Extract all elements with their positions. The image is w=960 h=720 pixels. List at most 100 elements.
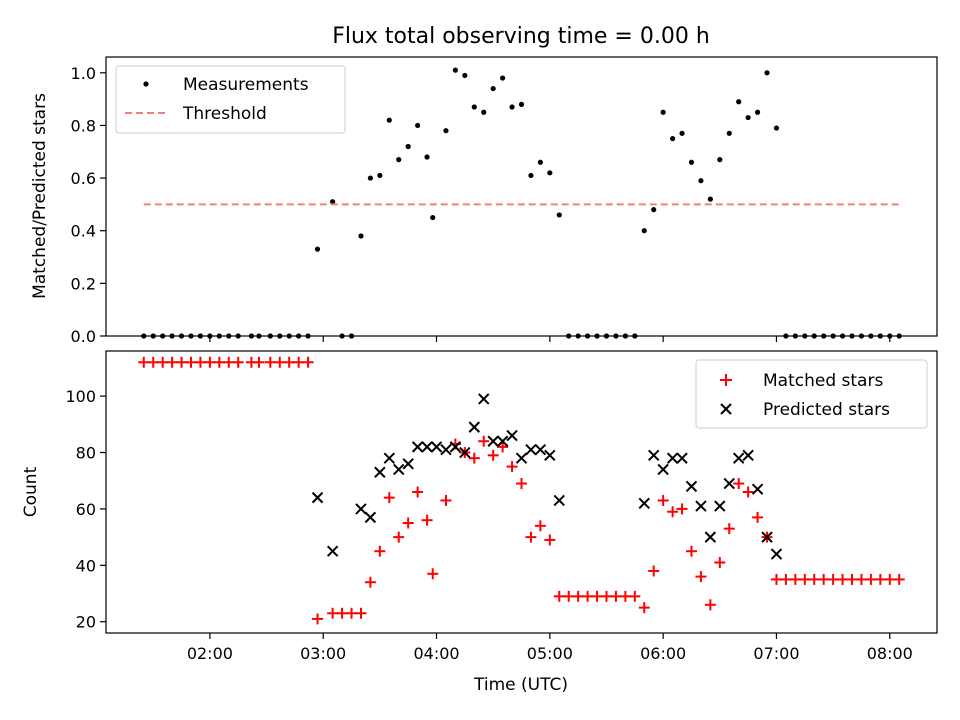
matched-stars-point [264, 356, 276, 368]
top-y-axis-label: Matched/Predicted stars [30, 93, 50, 299]
matched-stars-point [393, 531, 405, 543]
matched-stars-point [402, 517, 414, 529]
matched-stars-point [667, 506, 679, 518]
bottom-y-axis-label: Count [21, 466, 41, 517]
predicted-stars-point [421, 441, 433, 453]
matched-stars-point [553, 590, 565, 602]
top-y-tick-label: 1.0 [71, 64, 96, 83]
measurements-point [424, 154, 430, 160]
matched-stars-point [204, 356, 216, 368]
measurements-point [518, 101, 525, 107]
predicted-stars-point [430, 441, 443, 453]
predicted-stars-point [311, 491, 324, 504]
bottom-panel: 20 40 60 80 100 02:00 03:00 04:00 05:00 06:00 07:… [21, 350, 938, 695]
measurements-point [669, 135, 676, 142]
measurements-point [452, 67, 458, 73]
predicted-stars-point [440, 443, 452, 456]
top-y-tick-label: 0.0 [71, 327, 96, 346]
matched-stars-point [685, 545, 697, 557]
matched-stars-point [346, 607, 358, 619]
predicted-stars-point [383, 452, 396, 464]
legend-measurements-label: Measurements [183, 75, 309, 95]
bottom-y-tick-label: 20 [76, 613, 96, 632]
matched-stars-point [374, 545, 386, 557]
measurements-point [641, 228, 647, 234]
measurements-point [462, 72, 468, 79]
measurements-point [471, 104, 477, 110]
top-panel: 0.0 0.2 0.4 0.6 0.8 1.0 Matched/Predicted sta… [30, 56, 938, 346]
predicted-stars-point [714, 500, 726, 512]
legend-threshold-label: Threshold [182, 104, 267, 124]
legend-predicted-label: Predicted stars [763, 400, 890, 420]
matched-stars-point [223, 356, 235, 368]
bottom-x-tick-label: 05:00 [527, 644, 573, 663]
bottom-x-tick-label: 03:00 [300, 644, 346, 663]
measurements-point [556, 212, 562, 218]
matched-stars-point [274, 356, 286, 368]
predicted-stars-point [732, 452, 745, 464]
matched-stars-point [478, 435, 490, 447]
matched-stars-point [638, 602, 650, 614]
matched-stars-point [619, 590, 631, 602]
top-plot-frame [105, 56, 938, 337]
top-y-tick-label: 0.4 [71, 222, 96, 241]
predicted-stars-point [685, 480, 698, 493]
matched-stars-point [506, 461, 518, 473]
matched-stars-point [827, 573, 839, 585]
measurements-point [430, 214, 436, 221]
bottom-y-tick-label: 40 [76, 556, 96, 575]
top-y-tick-label: 0.6 [71, 169, 96, 188]
measurements-point [717, 157, 723, 163]
matched-stars-point [752, 511, 764, 523]
predicted-stars-point [468, 421, 480, 433]
matched-stars-point [837, 573, 849, 585]
top-y-tick-label: 0.8 [71, 116, 96, 135]
matched-stars-point [487, 449, 499, 461]
bottom-x-axis: 02:00 03:00 04:00 05:00 06:00 07:00 08:00 [187, 633, 913, 663]
matched-stars-point [516, 478, 527, 490]
matched-stars-point [572, 590, 584, 602]
matched-stars-point [610, 590, 622, 602]
matched-stars-point [714, 557, 726, 568]
measurements-point [490, 85, 496, 92]
matched-stars-point [176, 356, 188, 368]
top-y-tick-label: 0.2 [71, 274, 96, 293]
top-y-axis: 0.0 0.2 0.4 0.6 0.8 1.0 [71, 64, 106, 346]
predicted-stars-point [459, 446, 471, 459]
bottom-x-tick-label: 08:00 [867, 644, 913, 663]
predicted-stars-point [374, 466, 386, 478]
matched-stars-point [808, 573, 820, 585]
matched-stars-point [874, 573, 886, 585]
matched-stars-point [600, 590, 612, 602]
measurements-point [764, 70, 770, 76]
predicted-stars-point [770, 548, 783, 560]
matched-stars-point [355, 607, 367, 619]
matched-stars-point [846, 573, 858, 585]
matched-stars-point [147, 356, 159, 368]
predicted-stars-point [326, 545, 339, 557]
measurements-point [660, 109, 666, 115]
measurements-point [698, 178, 704, 184]
matched-stars-point [293, 356, 305, 368]
matched-stars-point [704, 599, 716, 611]
predicted-stars-point [364, 511, 377, 524]
matched-stars-point [302, 356, 314, 368]
matched-stars-point [742, 486, 754, 498]
measurements-point [547, 170, 553, 176]
measurements-point [405, 143, 411, 150]
matched-stars-point [166, 356, 178, 368]
bottom-x-axis-label: Time (UTC) [473, 675, 568, 695]
matched-stars-point [364, 576, 376, 588]
matched-stars-point [427, 568, 439, 580]
matched-stars-point [253, 356, 265, 368]
bottom-y-axis: 20 40 60 80 100 [65, 387, 106, 632]
top-x-axis [209, 336, 891, 342]
matched-stars-point [468, 452, 480, 464]
matched-stars-point [884, 573, 896, 585]
bottom-x-tick-label: 07:00 [753, 644, 799, 663]
measurements-point [773, 125, 780, 131]
measurements-point [537, 159, 543, 165]
predicted-stars-point [506, 429, 518, 442]
measurements-point [443, 128, 449, 134]
